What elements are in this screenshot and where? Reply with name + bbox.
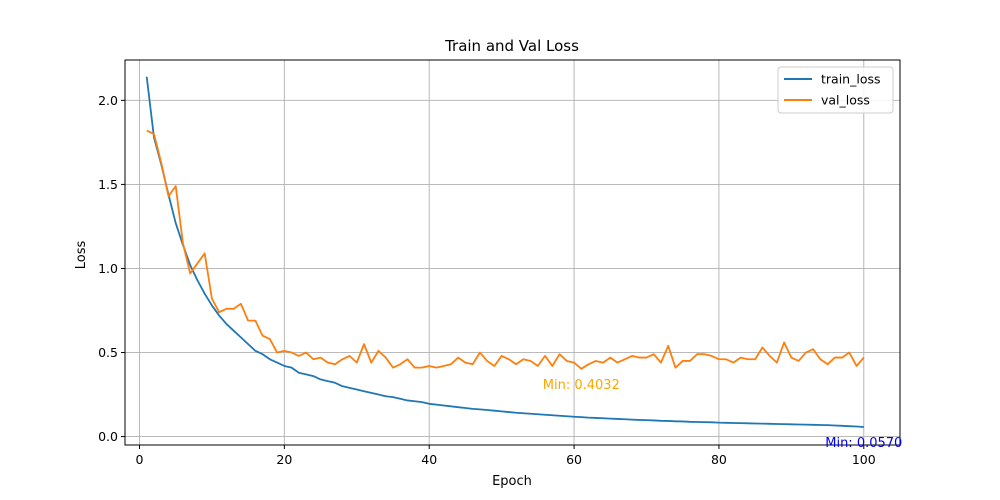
grid [125, 60, 900, 445]
annotations: Min: 0.4032 Min: 0.0570 [543, 378, 903, 451]
train-loss-line [145, 76, 864, 428]
y-tick-label: 0.0 [98, 429, 118, 444]
legend-label-train-loss: train_loss [821, 72, 881, 87]
min-annotation: Min: 0.0570 [825, 436, 902, 451]
y-tick-label: 1.0 [98, 261, 118, 276]
legend-label-val-loss: val_loss [821, 93, 870, 108]
x-tick-label: 40 [421, 452, 437, 467]
x-tick-label: 80 [711, 452, 727, 467]
chart-title: Train and Val Loss [444, 37, 579, 55]
series-lines [145, 76, 865, 428]
val-loss-line [146, 129, 865, 370]
y-tick-label: 1.5 [98, 177, 118, 192]
y-axis-label: Loss [74, 241, 89, 270]
y-tick-label: 0.5 [98, 345, 118, 360]
x-tick-label: 100 [852, 452, 876, 467]
x-axis-label: Epoch [492, 474, 532, 489]
legend: train_loss val_loss [777, 66, 894, 114]
x-tick-label: 0 [136, 452, 144, 467]
x-tick-label: 20 [276, 452, 292, 467]
x-tick-label: 60 [566, 452, 582, 467]
axis-ticks: 0 20 40 60 80 100 0.0 0.5 1.0 1.5 2.0 [98, 93, 876, 467]
y-tick-label: 2.0 [98, 93, 118, 108]
plot-frame [124, 59, 901, 446]
min-annotation: Min: 0.4032 [543, 378, 620, 393]
